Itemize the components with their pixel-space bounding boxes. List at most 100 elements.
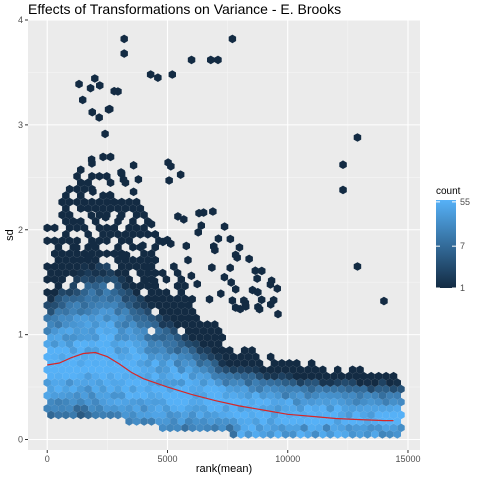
hexbin	[222, 352, 230, 362]
hexbin	[65, 288, 74, 297]
hexbin	[58, 275, 66, 284]
hexbin-outlier	[199, 208, 208, 217]
hexbin	[132, 262, 141, 271]
hexbin	[103, 288, 111, 297]
hexbin	[62, 346, 70, 355]
hexbin	[270, 371, 279, 381]
hexbin	[214, 378, 223, 387]
hexbin	[188, 371, 197, 381]
hexbin	[389, 410, 398, 420]
hexbin	[95, 172, 104, 181]
hexbin-outlier	[89, 187, 97, 196]
hexbin	[270, 359, 279, 368]
hexbin	[192, 326, 200, 336]
hexbin	[226, 359, 234, 368]
hexbin	[125, 262, 133, 271]
hexbin	[84, 410, 92, 420]
hexbin	[266, 378, 275, 387]
hexbin	[315, 371, 323, 381]
hexbin	[185, 352, 193, 362]
hexbin	[337, 384, 346, 394]
hexbin-outlier	[180, 215, 188, 224]
hexbin	[106, 359, 115, 368]
hexbin	[99, 294, 107, 304]
hexbin	[159, 397, 167, 407]
hexbin	[244, 404, 253, 413]
hexbin	[155, 417, 163, 426]
hexbin	[252, 365, 260, 375]
hexbin	[144, 294, 152, 304]
hexbin	[69, 384, 77, 394]
hexbin	[62, 204, 70, 213]
hexbin	[136, 359, 145, 368]
hexbin	[252, 417, 260, 426]
hexbin	[360, 371, 368, 381]
hexbin	[274, 430, 282, 439]
hexbin-outlier	[273, 284, 281, 293]
hexbin-outlier	[116, 213, 124, 222]
hexbin	[88, 326, 96, 336]
hexbin	[348, 404, 357, 413]
hexbin	[159, 359, 167, 368]
hexbin	[103, 223, 111, 233]
hexbin	[159, 371, 167, 381]
hexbin	[248, 384, 256, 394]
hexbin	[192, 339, 200, 349]
hexbin	[170, 326, 178, 336]
hexbin	[140, 313, 148, 323]
hexbin	[84, 268, 92, 278]
hexbin	[218, 423, 226, 433]
hexbin	[58, 326, 66, 336]
hexbin	[322, 371, 331, 381]
hexbin-outlier	[110, 86, 118, 96]
hexbin	[293, 359, 301, 368]
hexbin	[237, 417, 245, 426]
hexbin	[65, 391, 74, 400]
hexbin	[166, 423, 174, 433]
hexbin	[363, 378, 372, 387]
hexbin	[255, 359, 264, 368]
hexbin	[274, 378, 282, 387]
hexbin	[352, 423, 360, 433]
hexbin-outlier	[228, 296, 237, 305]
hexbin	[132, 391, 141, 400]
hexbin	[207, 417, 215, 426]
hexbin	[374, 423, 383, 433]
hexbin	[326, 378, 334, 387]
hexbin	[240, 410, 249, 420]
hexbin	[367, 423, 375, 433]
hexbin	[114, 333, 122, 342]
hexbin	[129, 410, 137, 420]
hexbin	[84, 294, 92, 304]
legend-label: 7	[460, 241, 465, 251]
hexbin	[229, 365, 238, 375]
hexbin	[166, 371, 174, 381]
hexbin	[125, 288, 133, 297]
hexbin	[330, 384, 338, 394]
hexbin	[211, 371, 219, 381]
hexbin	[62, 371, 70, 381]
hexbin	[88, 262, 96, 271]
hexbin	[125, 223, 133, 233]
hexbin	[77, 320, 85, 329]
hexbin	[110, 365, 118, 375]
hexbin-outlier	[95, 113, 103, 122]
hexbin-outlier	[89, 240, 98, 249]
hexbin	[106, 333, 115, 342]
hexbin	[144, 268, 152, 278]
hexbin	[188, 410, 197, 420]
hexbin	[356, 378, 364, 387]
hexbin	[319, 365, 327, 375]
hexbin	[203, 410, 212, 420]
hexbin	[386, 417, 394, 426]
hexbin	[144, 255, 152, 265]
hexbin	[129, 320, 137, 329]
hexbin	[91, 371, 100, 381]
hexbin	[233, 423, 241, 433]
hexbin	[99, 346, 107, 355]
hexbin	[95, 326, 104, 336]
hexbin	[144, 230, 152, 239]
hexbin	[393, 378, 401, 387]
hexbin	[159, 307, 167, 316]
